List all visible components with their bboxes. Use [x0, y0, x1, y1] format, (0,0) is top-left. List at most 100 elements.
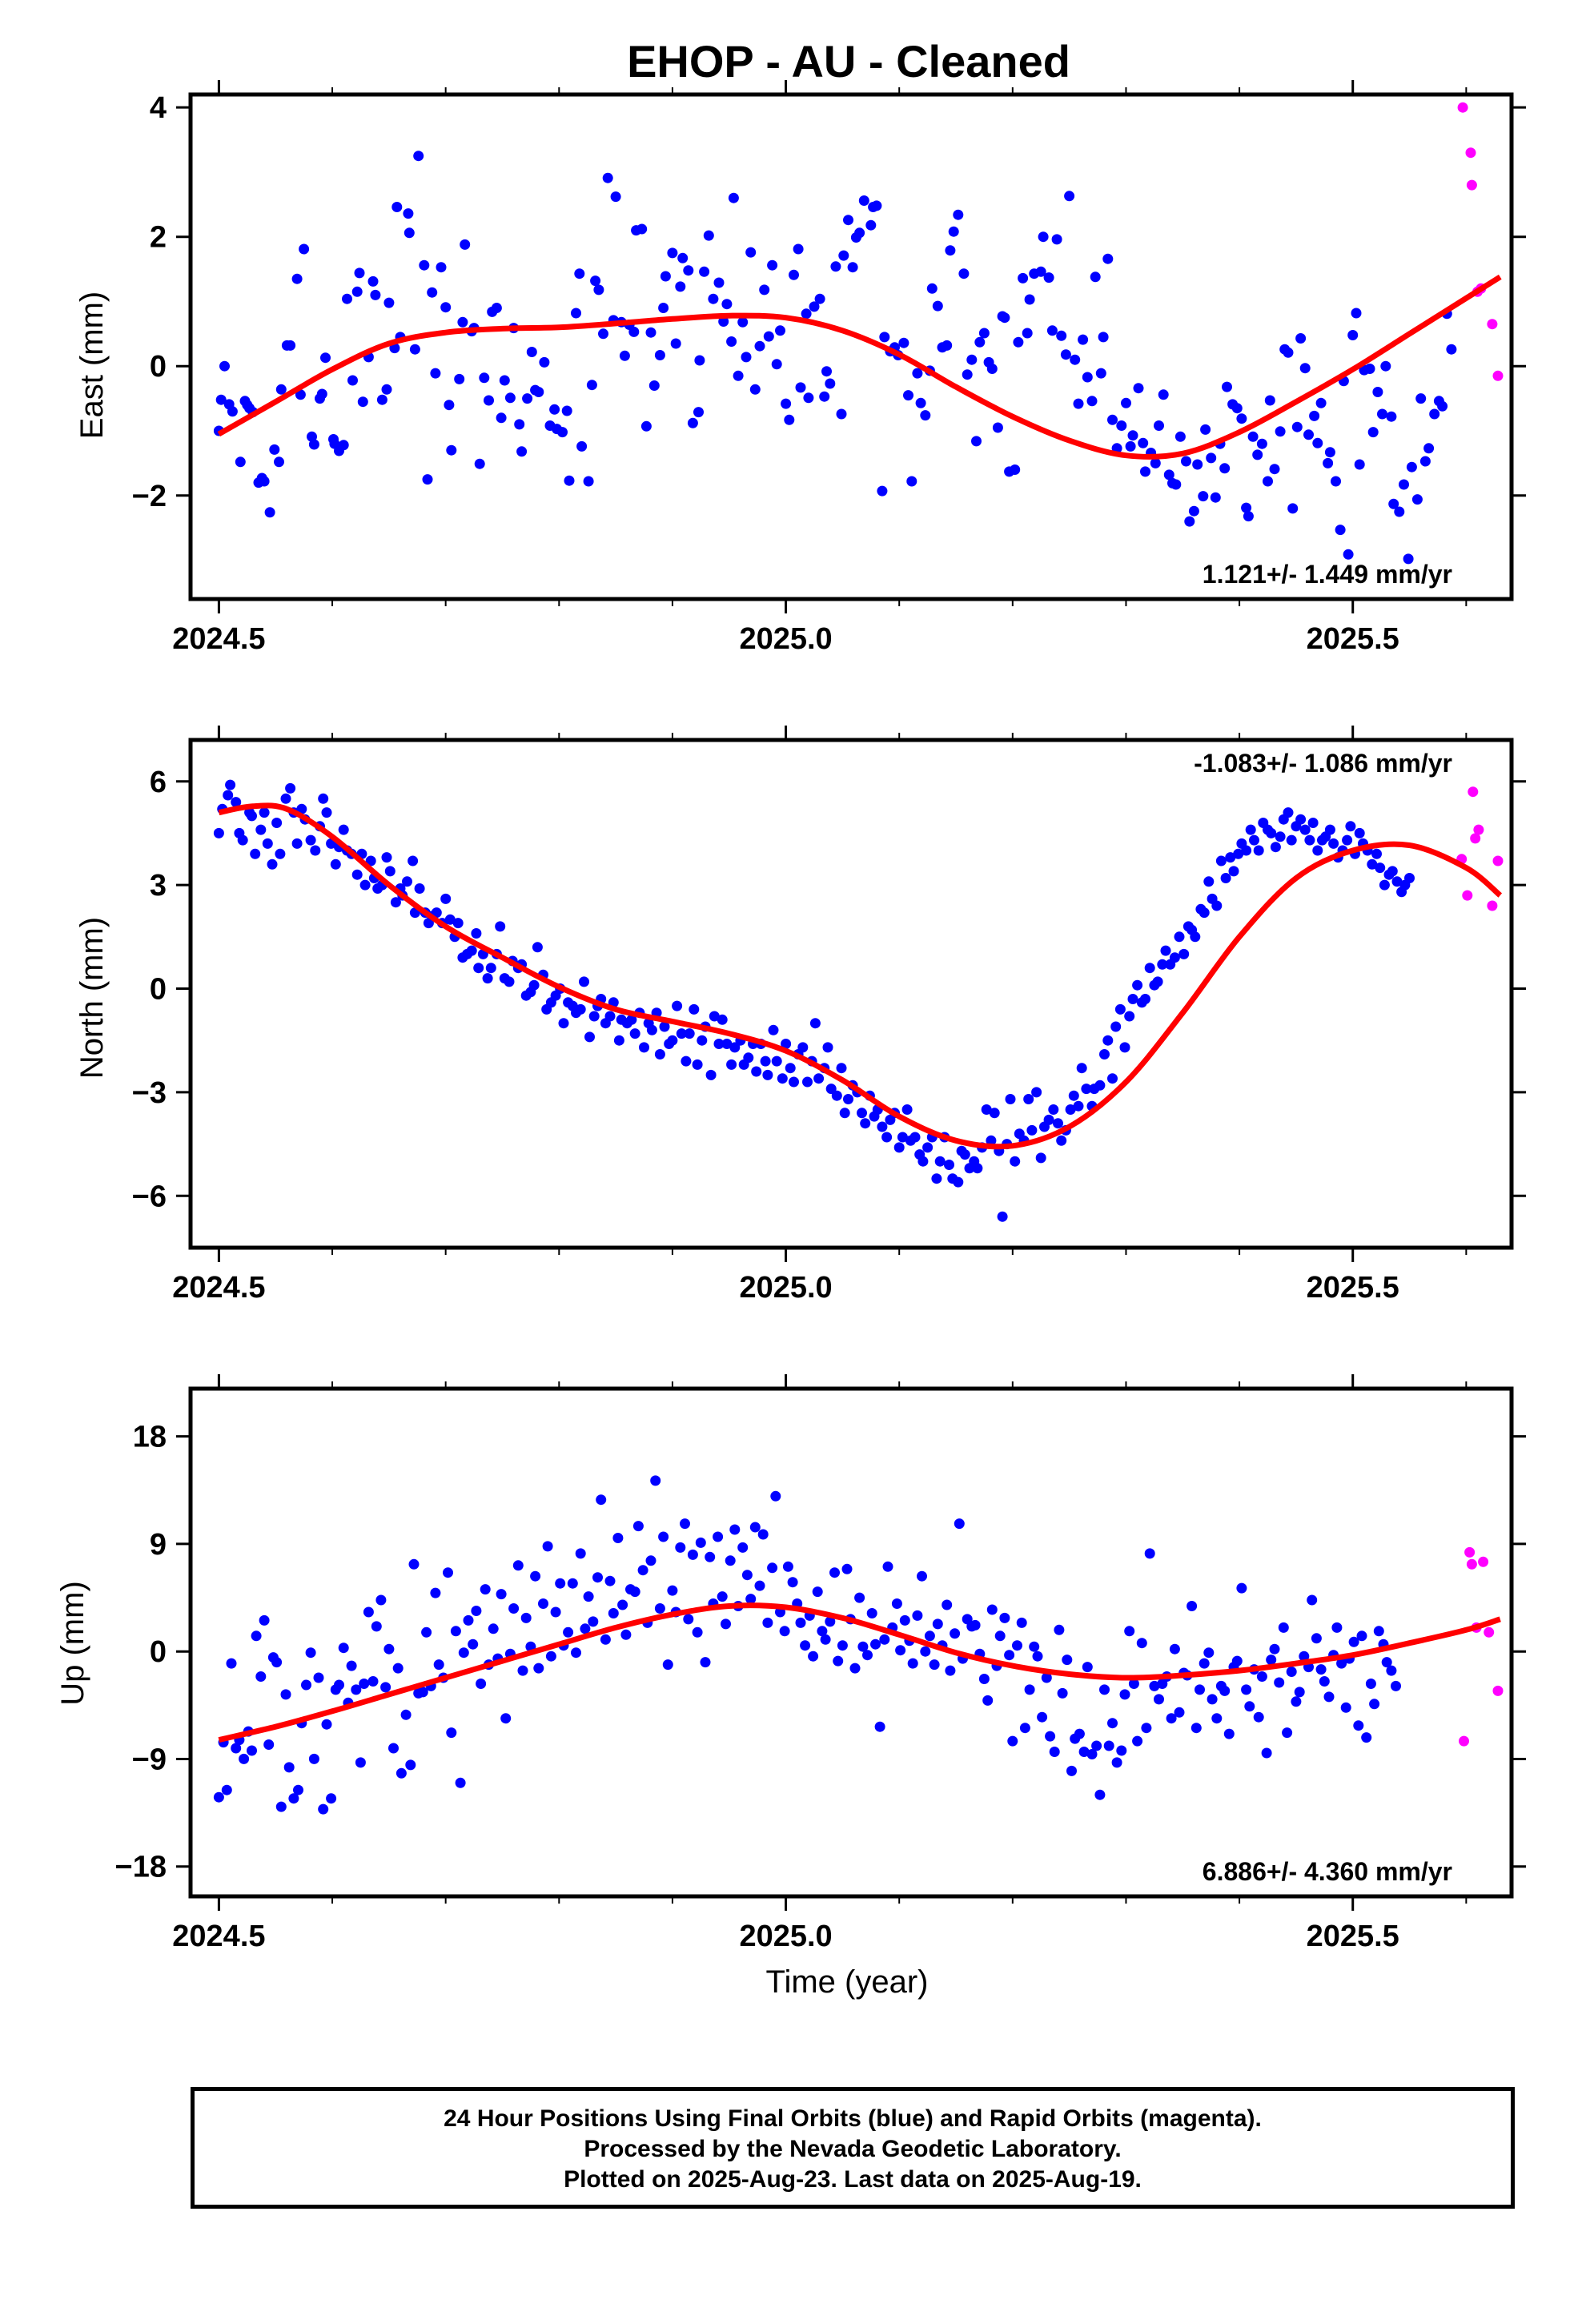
final-orbit-point: [1391, 1680, 1401, 1691]
final-orbit-point: [1399, 479, 1409, 490]
rapid-orbit-point: [1468, 786, 1479, 798]
final-orbit-point: [612, 1533, 624, 1543]
final-orbit-point: [316, 388, 327, 400]
final-orbit-point: [659, 1021, 670, 1032]
final-orbit-point: [533, 1663, 544, 1674]
final-orbit-point: [862, 1650, 873, 1661]
final-orbit-point: [1066, 1765, 1077, 1776]
rapid-orbit-point: [1487, 319, 1498, 330]
final-orbit-point: [1274, 1677, 1285, 1688]
final-orbit-point: [1195, 1684, 1205, 1695]
final-orbit-point: [504, 392, 516, 404]
final-orbit-point: [1419, 456, 1431, 467]
final-orbit-point: [1219, 463, 1231, 474]
final-orbit-point: [1307, 818, 1319, 828]
final-orbit-point: [1152, 976, 1163, 987]
final-orbit-point: [271, 1657, 283, 1668]
final-orbit-point: [219, 360, 230, 372]
final-orbit-point: [320, 352, 331, 364]
final-orbit-point: [338, 1642, 349, 1654]
rapid-orbit-point: [1462, 890, 1473, 901]
final-orbit-point: [726, 1059, 737, 1070]
final-orbit-point: [699, 266, 710, 277]
rapid-orbit-point: [1492, 370, 1504, 381]
final-orbit-point: [1046, 325, 1058, 336]
final-orbit-point: [463, 1614, 474, 1626]
final-orbit-point: [482, 973, 493, 984]
final-orbit-point: [305, 1647, 316, 1659]
final-orbit-point: [223, 790, 234, 801]
final-orbit-point: [1095, 368, 1106, 379]
final-orbit-point: [1407, 0, 1417, 6]
y-tick-label-up: 0: [150, 1635, 167, 1669]
final-orbit-point: [1048, 1104, 1059, 1115]
final-orbit-point: [1386, 1665, 1397, 1676]
final-orbit-point: [299, 243, 310, 255]
final-orbit-point: [775, 325, 785, 336]
final-orbit-point: [1045, 1731, 1056, 1742]
final-orbit-point: [381, 384, 392, 395]
final-orbit-point: [259, 1614, 270, 1626]
final-orbit-point: [907, 1658, 918, 1669]
final-orbit-point: [836, 408, 847, 420]
final-orbit-point: [1160, 945, 1171, 956]
final-orbit-point: [684, 1028, 695, 1039]
final-orbit-point: [751, 1066, 762, 1077]
final-orbit-point: [1446, 0, 1456, 6]
final-orbit-point: [1299, 824, 1311, 835]
final-orbit-point: [330, 858, 341, 870]
final-orbit-point: [1411, 0, 1422, 6]
final-orbit-point: [837, 1640, 848, 1651]
final-orbit-point: [403, 208, 414, 219]
final-orbit-point: [858, 195, 869, 206]
final-orbit-point: [729, 1524, 741, 1535]
final-orbit-point: [602, 172, 613, 183]
final-orbit-point: [558, 1018, 569, 1029]
final-orbit-point: [351, 1684, 362, 1695]
final-orbit-point: [440, 302, 452, 313]
final-orbit-point: [978, 1674, 990, 1684]
final-orbit-point: [814, 293, 825, 304]
final-orbit-point: [1091, 1740, 1102, 1751]
final-orbit-point: [1094, 1080, 1106, 1091]
final-orbit-point: [762, 1617, 773, 1628]
final-orbit-point: [1356, 1630, 1367, 1642]
final-orbit-point: [575, 1003, 586, 1015]
final-orbit-point: [1181, 456, 1191, 467]
final-orbit-point: [728, 192, 739, 203]
final-orbit-point: [1144, 1548, 1155, 1559]
final-orbit-point: [550, 1606, 561, 1618]
final-orbit-point: [898, 337, 909, 348]
final-orbit-point: [877, 1121, 888, 1132]
final-orbit-point: [1423, 443, 1435, 454]
fit-curve-east: [217, 274, 1502, 460]
final-orbit-point: [648, 380, 660, 391]
final-orbit-point: [729, 1042, 741, 1053]
final-orbit-point: [1184, 516, 1195, 527]
final-orbit-point: [1278, 1622, 1289, 1633]
final-orbit-point: [326, 1793, 337, 1804]
final-orbit-point: [1299, 1651, 1310, 1662]
final-orbit-point: [1377, 408, 1387, 420]
final-orbit-point: [958, 268, 970, 279]
final-orbit-point: [318, 793, 329, 804]
final-orbit-point: [1323, 457, 1334, 468]
final-orbit-point: [1010, 1156, 1021, 1167]
final-orbit-point: [1035, 266, 1046, 277]
final-orbit-point: [359, 879, 371, 891]
final-orbit-point: [676, 1028, 687, 1039]
final-orbit-point: [1340, 1702, 1351, 1713]
final-orbit-point: [391, 202, 403, 212]
final-orbit-point: [283, 1762, 295, 1773]
final-orbit-point: [1375, 862, 1386, 874]
final-orbit-point: [1128, 1679, 1139, 1689]
final-orbit-point: [899, 1614, 910, 1626]
final-orbit-point: [912, 368, 923, 379]
final-orbit-point: [1403, 553, 1414, 565]
final-orbit-point: [1423, 0, 1434, 6]
final-orbit-point: [1241, 502, 1252, 513]
final-orbit-point: [365, 855, 376, 866]
final-orbit-point: [1010, 464, 1021, 475]
final-orbit-point: [857, 1641, 869, 1652]
final-orbit-point: [962, 369, 973, 380]
